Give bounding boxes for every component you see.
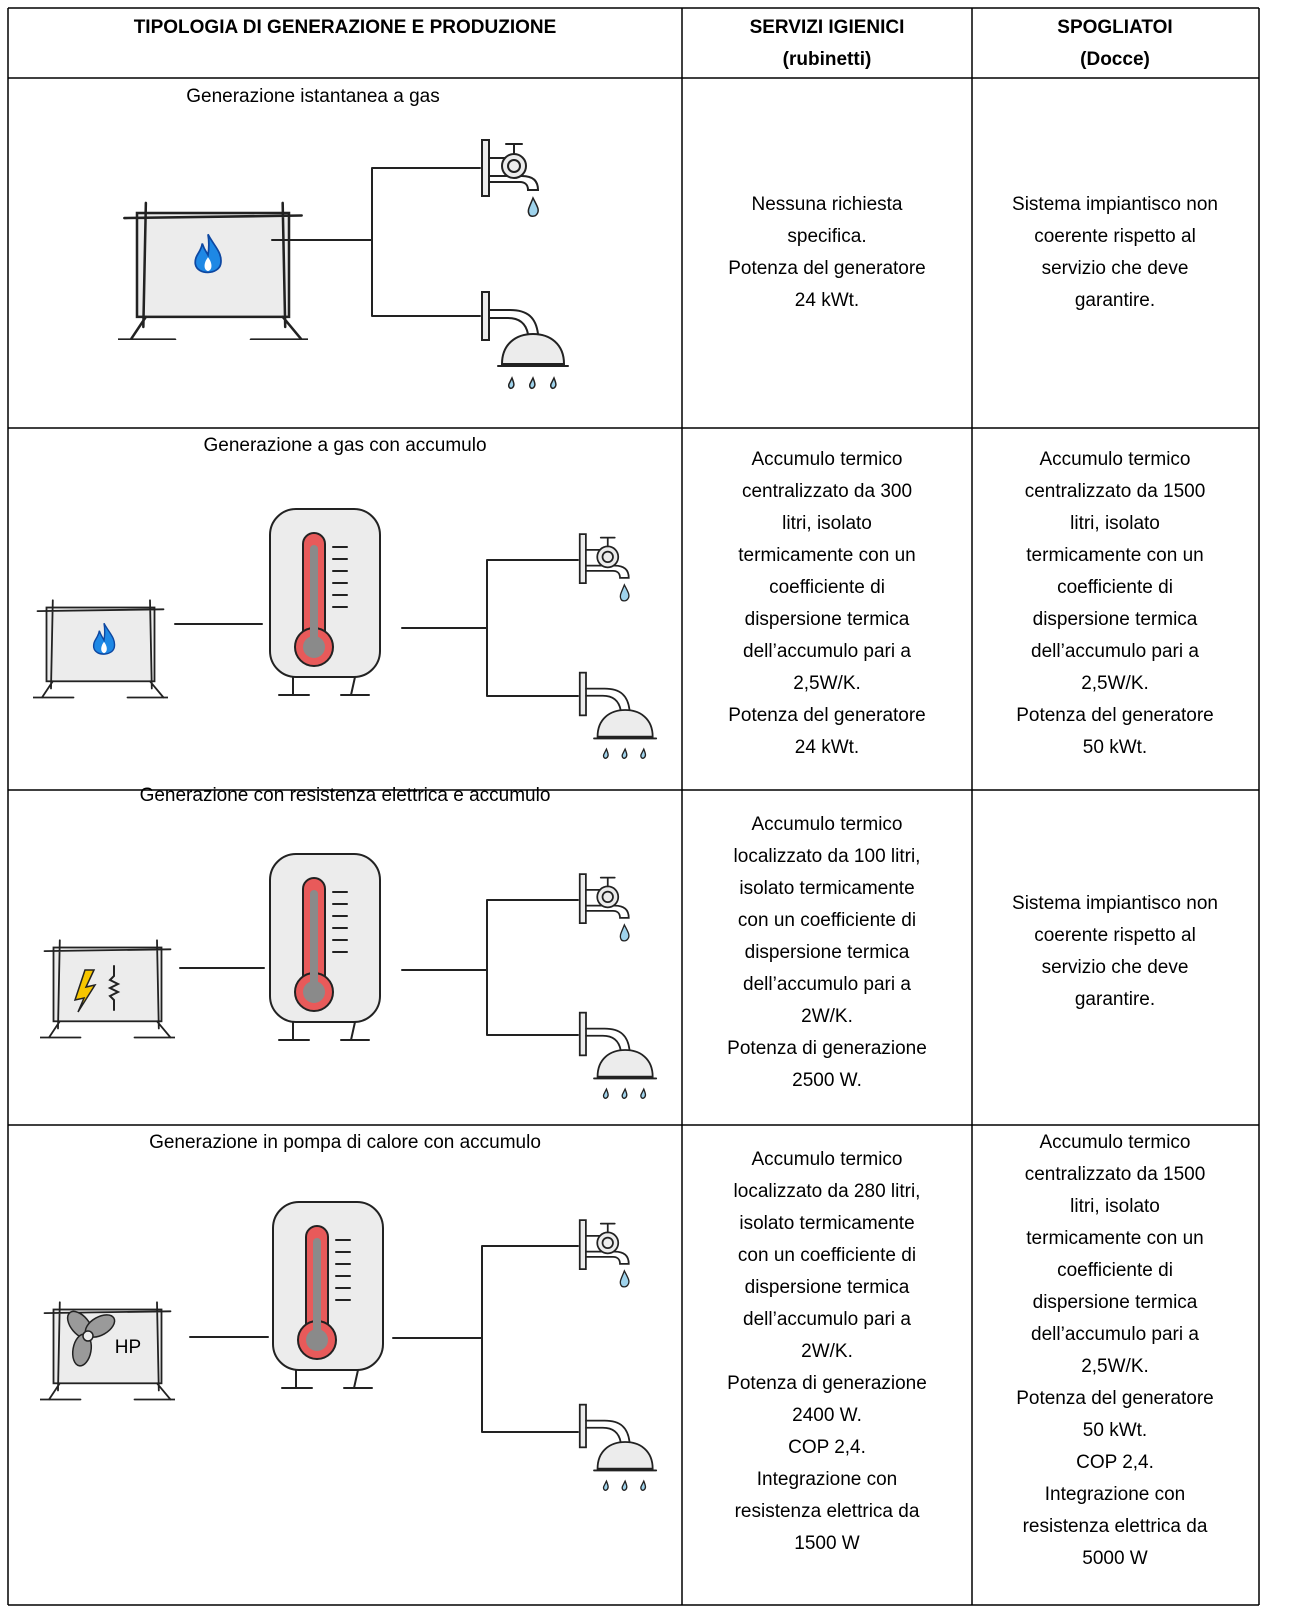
cell-text: litri, isolato bbox=[782, 513, 872, 534]
cell-text: servizio che deve bbox=[1042, 258, 1189, 279]
header-text: (Docce) bbox=[1080, 49, 1150, 70]
cell-text: coerente rispetto al bbox=[1034, 226, 1196, 247]
illustration-gas-instant bbox=[118, 139, 569, 390]
cell-text: 2,5W/K. bbox=[1081, 1356, 1149, 1377]
cell-text: isolato termicamente bbox=[739, 878, 914, 899]
cell-text: Potenza del generatore bbox=[1016, 705, 1214, 726]
cell-text: termicamente con un bbox=[1026, 1228, 1203, 1249]
cell-text: Accumulo termico bbox=[752, 449, 903, 470]
cell-text: centralizzato da 1500 bbox=[1025, 481, 1206, 502]
cell-text: con un coefficiente di bbox=[738, 1245, 916, 1266]
cell-text: con un coefficiente di bbox=[738, 910, 916, 931]
illustration-heat-pump bbox=[40, 1201, 658, 1492]
cell-text: dell’accumulo pari a bbox=[1031, 1324, 1199, 1345]
cell-text: coefficiente di bbox=[769, 577, 885, 598]
header-text: TIPOLOGIA DI GENERAZIONE E PRODUZIONE bbox=[134, 17, 557, 38]
row-title: Generazione istantanea a gas bbox=[186, 86, 440, 107]
cell-text: dispersione termica bbox=[745, 1277, 910, 1298]
row-title: Generazione a gas con accumulo bbox=[203, 435, 486, 456]
cell-text: Sistema impiantisco non bbox=[1012, 893, 1218, 914]
cell-text: litri, isolato bbox=[1070, 1196, 1160, 1217]
header-text: (rubinetti) bbox=[783, 49, 872, 70]
cell-text: 2,5W/K. bbox=[793, 673, 861, 694]
cell-text: Integrazione con bbox=[1045, 1484, 1186, 1505]
cell-text: Integrazione con bbox=[757, 1469, 898, 1490]
cell-text: Potenza di generazione bbox=[727, 1373, 927, 1394]
cell-text: dell’accumulo pari a bbox=[743, 641, 911, 662]
cell-text: 24 kWt. bbox=[795, 290, 859, 311]
cell-text: servizio che deve bbox=[1042, 957, 1189, 978]
cell-text: 2400 W. bbox=[792, 1405, 862, 1426]
cell-text: resistenza elettrica da bbox=[1023, 1516, 1208, 1537]
cell-text: localizzato da 280 litri, bbox=[734, 1181, 921, 1202]
cell-text: 50 kWt. bbox=[1083, 737, 1147, 758]
cell-text: coefficiente di bbox=[1057, 1260, 1173, 1281]
row-title: Generazione con resistenza elettrica e a… bbox=[140, 785, 551, 806]
cell-text: 2W/K. bbox=[801, 1341, 853, 1362]
cell-text: 5000 W bbox=[1082, 1548, 1148, 1569]
cell-text: coefficiente di bbox=[1057, 577, 1173, 598]
table-grid bbox=[7, 7, 1260, 1606]
cell-text: Accumulo termico bbox=[752, 814, 903, 835]
cell-text: coerente rispetto al bbox=[1034, 925, 1196, 946]
cell-text: COP 2,4. bbox=[788, 1437, 866, 1458]
cell-text: Potenza del generatore bbox=[728, 258, 926, 279]
row-title: Generazione in pompa di calore con accum… bbox=[149, 1132, 541, 1153]
cell-text: dell’accumulo pari a bbox=[1031, 641, 1199, 662]
cell-text: Nessuna richiesta bbox=[751, 194, 902, 215]
cell-text: 2,5W/K. bbox=[1081, 673, 1149, 694]
cell-text: Accumulo termico bbox=[1040, 1132, 1191, 1153]
cell-text: dell’accumulo pari a bbox=[743, 974, 911, 995]
cell-text: isolato termicamente bbox=[739, 1213, 914, 1234]
cell-text: 2500 W. bbox=[792, 1070, 862, 1091]
cell-text: resistenza elettrica da bbox=[735, 1501, 920, 1522]
illustration-electric-storage bbox=[40, 853, 658, 1100]
illustration-label: HP bbox=[115, 1337, 141, 1358]
cell-text: 2W/K. bbox=[801, 1006, 853, 1027]
cell-text: 50 kWt. bbox=[1083, 1420, 1147, 1441]
cell-text: Potenza del generatore bbox=[1016, 1388, 1214, 1409]
cell-text: Accumulo termico bbox=[1040, 449, 1191, 470]
illustration-gas-storage bbox=[33, 508, 658, 760]
cell-text: COP 2,4. bbox=[1076, 1452, 1154, 1473]
cell-text: specifica. bbox=[787, 226, 866, 247]
cell-text: garantire. bbox=[1075, 290, 1155, 311]
cell-text: garantire. bbox=[1075, 989, 1155, 1010]
cell-text: termicamente con un bbox=[1026, 545, 1203, 566]
cell-text: termicamente con un bbox=[738, 545, 915, 566]
cell-text: Sistema impiantisco non bbox=[1012, 194, 1218, 215]
cell-text: dispersione termica bbox=[1033, 1292, 1198, 1313]
header-text: SERVIZI IGIENICI bbox=[750, 17, 905, 38]
cell-text: centralizzato da 300 bbox=[742, 481, 912, 502]
cell-text: 1500 W bbox=[794, 1533, 860, 1554]
cell-text: Potenza del generatore bbox=[728, 705, 926, 726]
cell-text: litri, isolato bbox=[1070, 513, 1160, 534]
header-text: SPOGLIATOI bbox=[1057, 17, 1172, 38]
cell-text: 24 kWt. bbox=[795, 737, 859, 758]
cell-text: dispersione termica bbox=[745, 609, 910, 630]
bolt-icon bbox=[73, 969, 97, 1013]
cell-text: localizzato da 100 litri, bbox=[734, 846, 921, 867]
cell-text: dispersione termica bbox=[745, 942, 910, 963]
cell-text: dell’accumulo pari a bbox=[743, 1309, 911, 1330]
cell-text: Accumulo termico bbox=[752, 1149, 903, 1170]
cell-text: Potenza di generazione bbox=[727, 1038, 927, 1059]
cell-text: dispersione termica bbox=[1033, 609, 1198, 630]
cell-text: centralizzato da 1500 bbox=[1025, 1164, 1206, 1185]
